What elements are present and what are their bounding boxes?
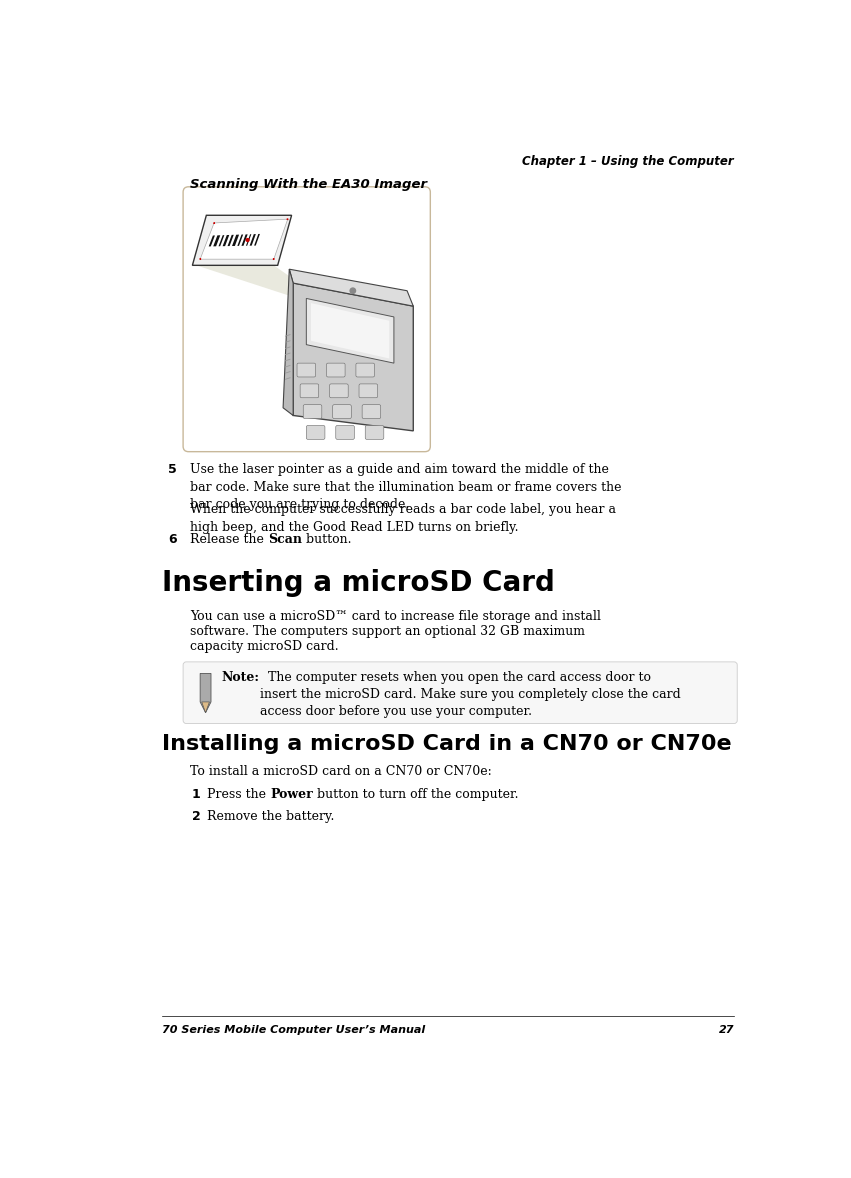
FancyBboxPatch shape <box>356 363 374 377</box>
FancyBboxPatch shape <box>300 384 319 398</box>
Text: button.: button. <box>302 532 351 545</box>
Text: 2: 2 <box>191 809 200 822</box>
Text: 1: 1 <box>191 788 200 801</box>
Text: button to turn off the computer.: button to turn off the computer. <box>313 788 518 801</box>
FancyBboxPatch shape <box>329 384 348 398</box>
Text: Power: Power <box>270 788 313 801</box>
FancyBboxPatch shape <box>365 425 384 439</box>
Polygon shape <box>246 234 251 246</box>
Text: Note:: Note: <box>222 671 260 684</box>
Polygon shape <box>223 234 229 246</box>
Text: Release the: Release the <box>190 532 268 545</box>
Text: You can use a microSD™ card to increase file storage and install: You can use a microSD™ card to increase … <box>190 609 601 622</box>
Polygon shape <box>289 270 414 306</box>
Text: Use the laser pointer as a guide and aim toward the middle of the
bar code. Make: Use the laser pointer as a guide and aim… <box>190 463 621 511</box>
Text: Note:: Note: <box>222 671 260 684</box>
Circle shape <box>246 239 249 241</box>
Polygon shape <box>232 234 239 246</box>
FancyBboxPatch shape <box>303 405 322 418</box>
Polygon shape <box>214 236 220 246</box>
Text: Scan: Scan <box>268 532 302 545</box>
Polygon shape <box>219 236 225 246</box>
Text: The computer resets when you open the card access door to
insert the microSD car: The computer resets when you open the ca… <box>260 671 681 719</box>
FancyBboxPatch shape <box>363 405 380 418</box>
Polygon shape <box>237 234 243 246</box>
Polygon shape <box>200 674 211 713</box>
Polygon shape <box>208 236 215 246</box>
Polygon shape <box>306 298 394 363</box>
Polygon shape <box>200 219 288 259</box>
Text: Remove the battery.: Remove the battery. <box>207 809 334 822</box>
Polygon shape <box>202 702 209 713</box>
Polygon shape <box>227 234 234 246</box>
Text: capacity microSD card.: capacity microSD card. <box>190 641 339 654</box>
Polygon shape <box>254 234 260 245</box>
Circle shape <box>350 289 356 293</box>
Polygon shape <box>311 303 389 358</box>
Polygon shape <box>249 234 256 246</box>
FancyBboxPatch shape <box>333 405 351 418</box>
Text: Inserting a microSD Card: Inserting a microSD Card <box>163 569 555 597</box>
FancyBboxPatch shape <box>336 425 354 439</box>
Text: To install a microSD card on a CN70 or CN70e:: To install a microSD card on a CN70 or C… <box>190 765 492 777</box>
Polygon shape <box>192 216 292 265</box>
FancyBboxPatch shape <box>327 363 345 377</box>
Polygon shape <box>283 270 293 416</box>
FancyBboxPatch shape <box>297 363 316 377</box>
Text: 6: 6 <box>168 532 177 545</box>
Text: 70 Series Mobile Computer User’s Manual: 70 Series Mobile Computer User’s Manual <box>163 1025 426 1035</box>
FancyBboxPatch shape <box>183 662 737 723</box>
Text: software. The computers support an optional 32 GB maximum: software. The computers support an optio… <box>190 624 585 638</box>
Polygon shape <box>293 283 414 431</box>
Text: Installing a microSD Card in a CN70 or CN70e: Installing a microSD Card in a CN70 or C… <box>163 734 732 754</box>
Polygon shape <box>242 234 248 246</box>
Text: 27: 27 <box>718 1025 734 1035</box>
Text: Scanning With the EA30 Imager: Scanning With the EA30 Imager <box>190 178 427 191</box>
FancyBboxPatch shape <box>183 187 431 451</box>
Polygon shape <box>197 265 318 300</box>
Text: Chapter 1 – Using the Computer: Chapter 1 – Using the Computer <box>523 155 734 168</box>
FancyBboxPatch shape <box>306 425 325 439</box>
Text: When the computer successfully reads a bar code label, you hear a
high beep, and: When the computer successfully reads a b… <box>190 503 616 534</box>
FancyBboxPatch shape <box>359 384 378 398</box>
Text: 5: 5 <box>168 463 177 476</box>
Text: Press the: Press the <box>207 788 270 801</box>
